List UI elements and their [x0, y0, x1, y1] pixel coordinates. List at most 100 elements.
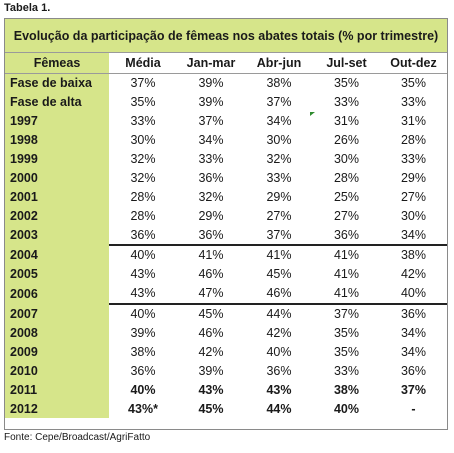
row-label: 2011 [5, 380, 109, 400]
table-row: 2005 43% 46% 45% 41% 42% [5, 264, 447, 284]
table-cell: 28% [130, 189, 156, 204]
table-row: 2003 36% 36% 37% 36% 34% [5, 225, 447, 246]
table-cell: 34% [198, 133, 224, 148]
table-cell: 37% [198, 114, 224, 129]
table-row: 2008 39% 46% 42% 35% 34% [5, 323, 447, 343]
table-cell: 42% [266, 326, 292, 341]
table-cell: 44% [266, 401, 292, 416]
table-cell: 45% [266, 267, 292, 282]
table-cell: 41% [333, 267, 360, 282]
table-body: Fase de baixa 37% 39% 38% 35% 35% Fase de alta… [5, 73, 447, 419]
table-cell: 36% [333, 227, 360, 242]
table-row: 1999 32% 33% 32% 30% 33% [5, 149, 447, 169]
table-cell: 33% [198, 152, 224, 166]
table-cell: 42% [400, 267, 427, 282]
table-cell: 33% [266, 170, 292, 185]
table-cell: 29% [198, 208, 224, 223]
header-jul-set: Jul-set [313, 52, 380, 74]
table-cell: 36% [130, 227, 156, 242]
row-label: 2007 [5, 303, 109, 324]
table-row: 2012 43%* 45% 44% 40% - [5, 399, 447, 419]
table-cell: 34% [266, 114, 292, 129]
table-cell: 39% [198, 95, 224, 110]
row-label: 2010 [5, 361, 109, 381]
table-cell: 30% [400, 208, 427, 223]
table-cell: 28% [333, 170, 360, 185]
row-label: 1997 [5, 111, 109, 131]
table-cell: 29% [400, 170, 427, 185]
table-cell: 33% [130, 114, 156, 129]
table-cell: 36% [198, 170, 224, 185]
table-cell: 33% [333, 95, 360, 110]
table-cell: 31% [400, 114, 427, 129]
table-cell: 36% [266, 363, 292, 378]
table-cell: 34% [400, 227, 427, 242]
table-row: 2011 40% 43% 43% 38% 37% [5, 380, 447, 400]
table-row: 2002 28% 29% 27% 27% 30% [5, 206, 447, 226]
table-cell: 40% [400, 286, 427, 301]
table-cell: 32% [266, 152, 292, 166]
table-cell: 40% [109, 302, 177, 324]
table-cell: 38% [333, 382, 360, 397]
table-cell: 35% [400, 76, 427, 91]
table-cell: 37% [266, 95, 292, 110]
table-cell: 33% [333, 363, 360, 378]
table-cell: 46% [198, 326, 224, 341]
table-cell: 40% [333, 401, 360, 416]
table-cell: 45% [198, 401, 224, 416]
table-cell: 37% [313, 302, 380, 324]
table-row: 2000 32% 36% 33% 28% 29% [5, 168, 447, 188]
table-row: 2006 43% 47% 46% 41% 40% [5, 283, 447, 304]
table-row: Fase de alta 35% 39% 37% 33% 33% [5, 92, 447, 112]
table-cell: 28% [400, 133, 427, 148]
table-cell: 32% [198, 189, 224, 204]
table-cell: 25% [333, 189, 360, 204]
table-cell: 41% [333, 286, 360, 301]
table-cell: 32% [130, 170, 156, 185]
table-row: 2001 28% 32% 29% 25% 27% [5, 187, 447, 207]
table-cell: 39% [198, 76, 224, 91]
table-cell: 37% [400, 382, 427, 397]
table-cell: 34% [400, 326, 427, 341]
table-cell: 44% [245, 302, 313, 324]
table-cell: 36% [380, 302, 447, 324]
row-label: 2009 [5, 342, 109, 362]
table-cell: 43% [130, 267, 156, 282]
header-abr-jun: Abr-jun [245, 52, 313, 74]
table-caption: Tabela 1. [4, 2, 51, 14]
row-label: Fase de baixa [5, 73, 109, 93]
row-label: 2006 [5, 283, 109, 304]
table-cell: 43% [130, 286, 156, 301]
table-cell: 41% [245, 244, 313, 265]
table-cell: 39% [198, 363, 224, 378]
row-label: 1999 [5, 149, 109, 169]
table-cell: 35% [333, 76, 360, 91]
table-cell: 35% [333, 326, 360, 341]
table-cell: 31% [333, 114, 360, 129]
table-title: Evolução da participação de fêmeas nos a… [5, 19, 447, 52]
row-label: 2001 [5, 187, 109, 207]
table-cell: 40% [266, 344, 292, 359]
table-cell: 36% [400, 363, 427, 378]
table-cell: 43%* [128, 401, 158, 416]
table-cell: - [411, 401, 416, 416]
row-label: 2004 [5, 245, 109, 265]
table-cell: 45% [177, 302, 245, 324]
table-cell: 38% [130, 344, 156, 359]
table-cell: 38% [266, 76, 292, 91]
table-cell: 27% [333, 208, 360, 223]
table-cell: 46% [266, 286, 292, 301]
cell-comment-marker-icon [310, 112, 315, 116]
row-label: 2000 [5, 168, 109, 188]
table-row: 2009 38% 42% 40% 35% 34% [5, 342, 447, 362]
table-cell: 30% [333, 152, 360, 166]
table-cell: 47% [198, 286, 224, 301]
table-cell: 26% [333, 133, 360, 148]
row-label: Fase de alta [5, 92, 109, 112]
table-cell: 32% [130, 152, 156, 166]
table-cell: 35% [130, 95, 156, 110]
table-cell: 34% [400, 344, 427, 359]
table-cell: 29% [266, 189, 292, 204]
table-row: Fase de baixa 37% 39% 38% 35% 35% [5, 73, 447, 93]
table-cell: 33% [400, 152, 427, 166]
